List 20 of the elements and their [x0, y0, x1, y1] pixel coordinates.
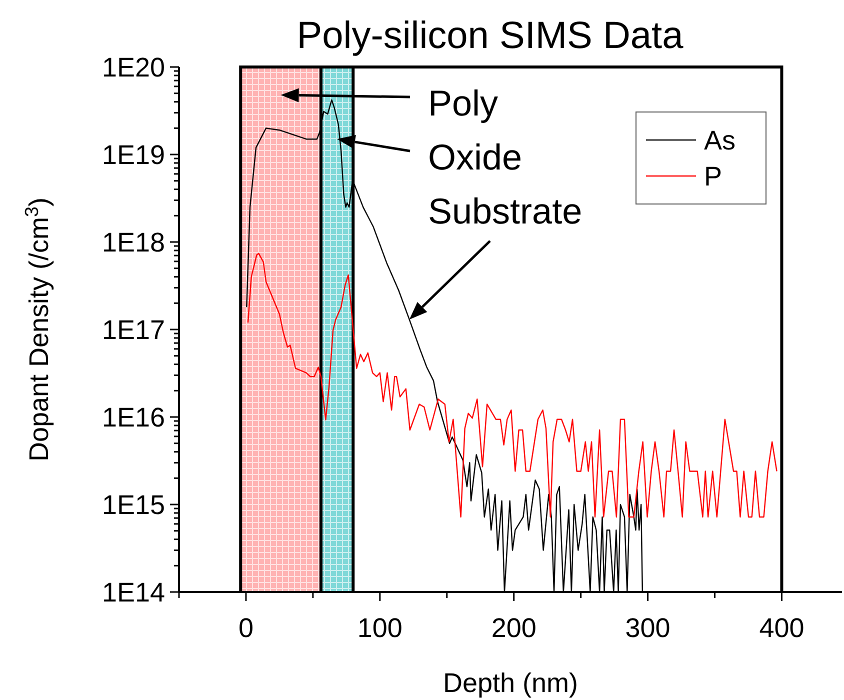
y-tick-label: 1E17	[102, 314, 165, 345]
band-label: Poly	[428, 82, 498, 124]
y-tick-label: 1E14	[102, 577, 165, 608]
y-tick-label: 1E15	[102, 490, 165, 520]
annotation: Substrate	[428, 190, 582, 232]
x-axis-title: Depth (nm)	[442, 668, 578, 698]
x-tick-label: 200	[491, 613, 536, 643]
x-tick-label: 100	[357, 613, 402, 643]
x-tick-label: 400	[759, 613, 804, 643]
line-series	[247, 252, 778, 518]
x-tick-label: 300	[625, 613, 670, 643]
y-tick-label: 1E16	[102, 402, 165, 432]
y-tick-label: 1E19	[102, 140, 165, 170]
legend-label: P	[704, 161, 722, 192]
y-tick-label: 1E18	[102, 227, 165, 258]
band-label: Oxide	[428, 136, 522, 178]
y-tick-label: 1E20	[102, 52, 165, 82]
chart-title: Poly-silicon SIMS Data	[296, 15, 684, 57]
x-tick-label: 0	[238, 613, 254, 643]
legend-label: As	[704, 125, 736, 156]
